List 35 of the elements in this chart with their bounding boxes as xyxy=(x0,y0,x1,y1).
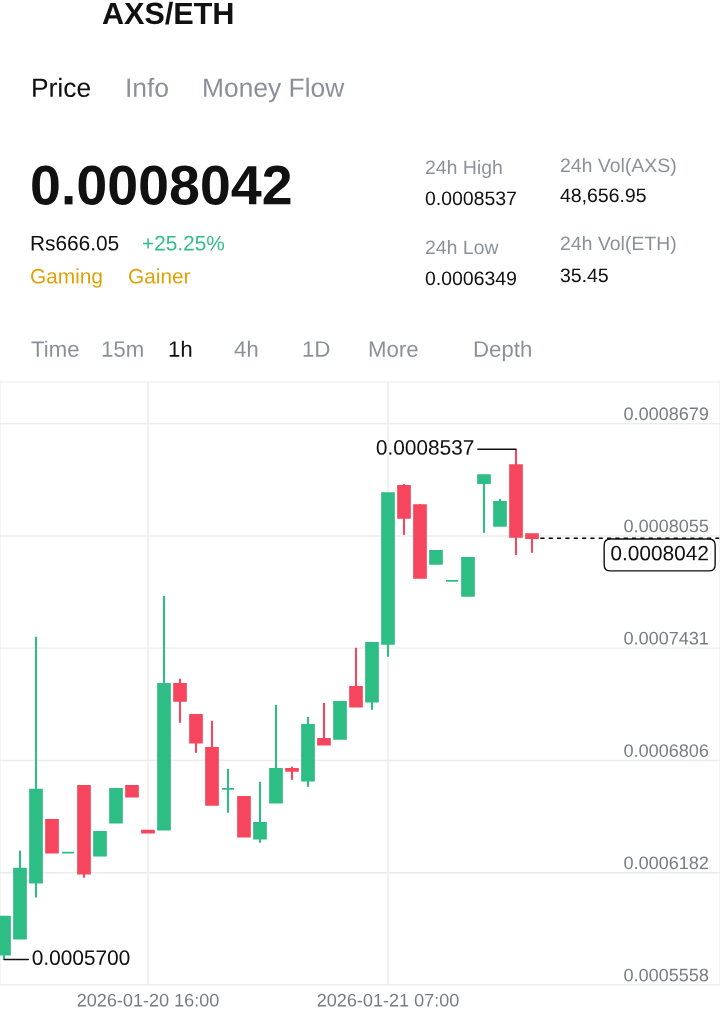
text: 24h Vol(AXS) xyxy=(560,157,676,177)
text: Info xyxy=(127,77,168,98)
text: Price xyxy=(33,77,90,98)
text: 0.0008537 xyxy=(425,191,516,206)
x-tick-label: 2026-01-20 16:00 xyxy=(77,993,219,1007)
text: 24h High xyxy=(425,159,502,179)
text: +25.25% xyxy=(143,235,225,251)
annotation: 0.0005700 xyxy=(32,950,130,966)
y-tick-label: 0.0006806 xyxy=(624,744,709,757)
annotation: 0.0008537 xyxy=(376,440,474,455)
text: 4h xyxy=(234,340,258,357)
text: 1h xyxy=(169,340,192,357)
x-tick-label: 2026-01-21 07:00 xyxy=(317,993,459,1007)
y-tick-label: 0.0005558 xyxy=(624,968,709,982)
text: 35.45 xyxy=(560,268,608,283)
text: 24h Vol(ETH) xyxy=(560,235,676,255)
text: Time xyxy=(31,340,79,357)
text: Gaming xyxy=(31,268,102,288)
text: 24h Low xyxy=(425,239,499,255)
text: Money Flow xyxy=(204,77,345,103)
text: Gainer xyxy=(129,268,191,284)
text: 15m xyxy=(102,341,143,357)
text: 0.0008042 xyxy=(32,165,291,205)
y-tick-label: 0.0008679 xyxy=(624,407,709,421)
text: 1D xyxy=(303,341,330,357)
y-tick-label: 0.0008055 xyxy=(624,519,709,533)
text: More xyxy=(369,341,418,357)
ref-line-label: 0.0008042 xyxy=(611,545,708,561)
text: 0.0006349 xyxy=(425,271,516,286)
y-tick-label: 0.0007431 xyxy=(624,631,709,645)
text: Rs666.05 xyxy=(31,235,119,251)
text: 48,656.95 xyxy=(560,188,646,205)
text: Depth xyxy=(474,340,531,362)
y-tick-label: 0.0006182 xyxy=(624,856,708,870)
chart-title: AXS/ETH xyxy=(102,1,233,25)
